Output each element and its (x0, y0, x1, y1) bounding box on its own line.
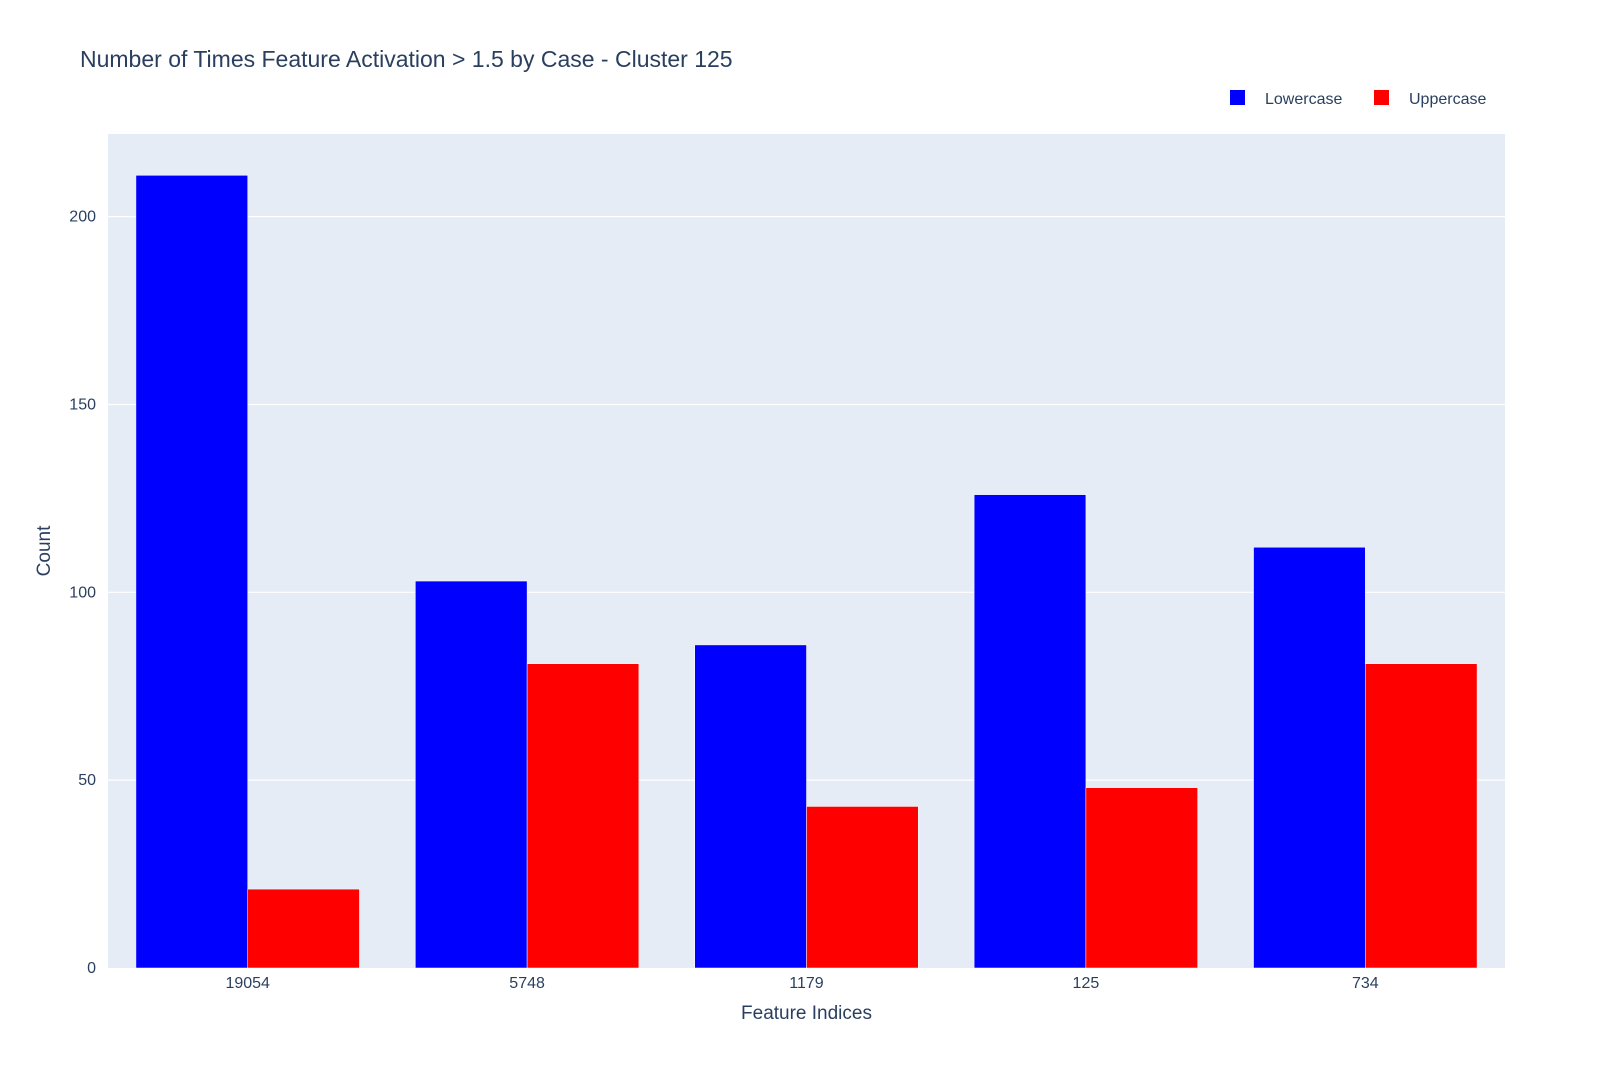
y-axis-title: Count (34, 525, 55, 576)
bar-uppercase-734[interactable] (1365, 663, 1478, 969)
x-tick-label: 734 (1352, 975, 1379, 992)
x-tick-label: 125 (1073, 975, 1100, 992)
bar-uppercase-125[interactable] (1085, 787, 1198, 969)
bar-lowercase-19054[interactable] (135, 175, 248, 969)
legend-label: Lowercase (1265, 91, 1342, 108)
bar-uppercase-1179[interactable] (806, 806, 919, 969)
x-tick-label: 5748 (509, 975, 545, 992)
legend-swatch (1374, 90, 1389, 105)
y-tick-label: 100 (69, 584, 96, 601)
x-axis-title: Feature Indices (741, 1003, 872, 1024)
chart-title: Number of Times Feature Activation > 1.5… (80, 46, 733, 72)
bar-uppercase-19054[interactable] (247, 888, 360, 969)
y-tick-label: 200 (69, 209, 96, 226)
y-axis-ticks: 0 50 100 150 200 (69, 209, 96, 977)
y-tick-label: 0 (87, 960, 96, 977)
legend[interactable]: Lowercase Uppercase (1230, 90, 1486, 108)
bars (135, 175, 1478, 969)
bar-lowercase-1179[interactable] (694, 644, 807, 969)
y-tick-label: 50 (78, 772, 96, 789)
legend-swatch (1230, 90, 1245, 105)
bar-lowercase-5748[interactable] (415, 580, 528, 969)
x-tick-label: 19054 (225, 975, 270, 992)
legend-item-lowercase[interactable]: Lowercase (1230, 90, 1342, 108)
legend-label: Uppercase (1409, 91, 1486, 108)
bar-lowercase-734[interactable] (1253, 546, 1366, 969)
x-tick-label: 1179 (789, 975, 824, 992)
legend-item-uppercase[interactable]: Uppercase (1374, 90, 1486, 108)
bar-lowercase-125[interactable] (973, 494, 1087, 969)
y-tick-label: 150 (69, 396, 96, 413)
x-axis-ticks: 19054 5748 1179 125 734 (225, 975, 1378, 992)
bar-uppercase-5748[interactable] (526, 663, 640, 969)
